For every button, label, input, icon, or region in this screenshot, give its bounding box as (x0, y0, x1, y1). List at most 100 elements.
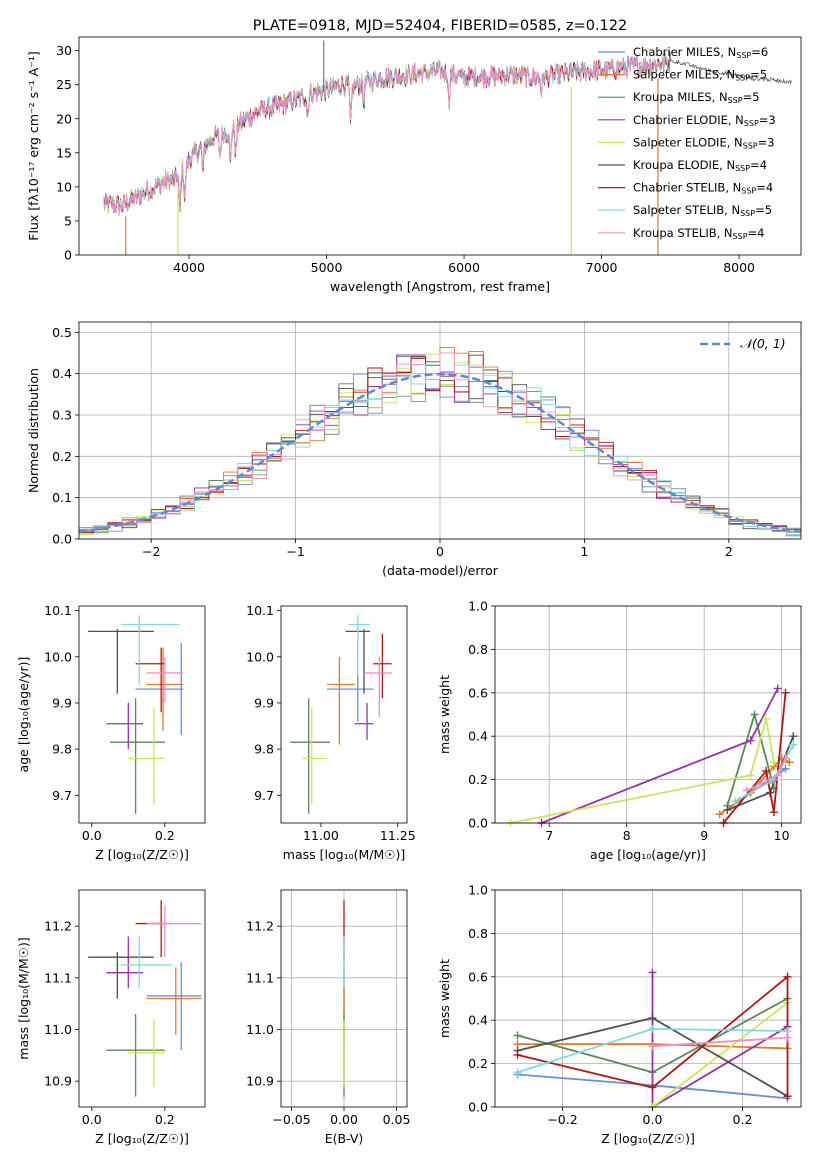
y-axis-label: Flux [fλ10⁻¹⁷ erg cm⁻² s⁻¹ A⁻¹] (26, 51, 41, 240)
error-bar-point (363, 656, 392, 717)
mass-weight-vs-metallicity-panel: −0.2 0.0 0.2 0.0 0.2 0.4 0.6 0.8 1.0 Z [log₁₀(Z/Z… (437, 883, 802, 1146)
x-tick-label: 0.2 (155, 828, 175, 843)
spectrum-panel: 4000 5000 6000 7000 8000 0 5 10 15 20 25 30 waveleng… (26, 18, 802, 294)
y-tick-label: 0.2 (468, 772, 488, 787)
y-tick-label: 0.0 (52, 532, 72, 547)
y-tick-label: 10.1 (246, 603, 274, 618)
weight-line (722, 692, 787, 824)
weight-series (731, 740, 798, 806)
error-bar-point (128, 707, 165, 805)
error-bar-point (106, 1014, 165, 1097)
y-tick-label: 0.6 (468, 969, 488, 984)
weight-line (652, 1036, 788, 1048)
y-tick-label: 0.1 (52, 490, 72, 505)
spectrum-line (103, 53, 668, 216)
x-tick-label: 0.0 (82, 1112, 102, 1127)
error-bar-point (88, 629, 154, 694)
y-axis-label: mass weight (437, 675, 452, 754)
weight-marker (513, 1050, 522, 1059)
y-tick-label: 9.8 (52, 742, 72, 757)
y-tick-label: 9.9 (254, 695, 274, 710)
weight-marker (750, 710, 759, 719)
weight-marker (731, 797, 740, 806)
error-bar-point (135, 647, 165, 713)
weight-marker (746, 771, 755, 780)
error-bar-point (327, 642, 374, 722)
age-vs-mass-panel: 11.00 11.25 9.7 9.8 9.9 10.0 10.1 mass [log₁₀(M… (246, 603, 416, 862)
weight-marker (769, 758, 778, 767)
y-tick-label: 0.2 (52, 449, 72, 464)
weight-marker (773, 684, 782, 693)
weight-marker (783, 1092, 792, 1101)
weight-marker (723, 805, 732, 814)
y-tick-label: 10.9 (44, 1074, 72, 1089)
x-tick-label: 0 (436, 544, 444, 559)
x-tick-label: −2 (142, 544, 160, 559)
spectrum-line (103, 51, 668, 214)
y-tick-label: 0 (64, 248, 72, 263)
axes-frame (494, 605, 802, 824)
x-tick-label: 0.00 (330, 1112, 358, 1127)
histogram-step (79, 352, 801, 532)
y-tick-label: 11.1 (44, 970, 72, 985)
weight-series (537, 684, 782, 827)
weight-marker (648, 1042, 657, 1051)
mass-weight-vs-age-panel: 7 8 9 10 0.0 0.2 0.4 0.6 0.8 1.0 age [log₁₀(age/yr… (437, 599, 802, 862)
y-tick-label: 0.4 (52, 366, 72, 381)
x-tick-label: −0.05 (272, 1112, 310, 1127)
error-bar-point (146, 967, 202, 1035)
weight-marker (648, 1083, 657, 1092)
weight-line (651, 1002, 789, 1108)
x-tick-label: 10 (774, 828, 790, 843)
x-tick-label: 2 (725, 544, 733, 559)
x-tick-label: −0.2 (547, 1112, 577, 1127)
mass-vs-ebv-panel: −0.05 0.00 0.05 10.9 11.0 11.1 11.2 E(B-V) (246, 889, 411, 1146)
y-tick-label: 30 (56, 43, 72, 58)
weight-marker (762, 766, 771, 775)
error-bar-point (88, 952, 154, 999)
x-tick-label: 9 (700, 828, 708, 843)
weight-marker (742, 786, 751, 795)
error-bar-point (348, 615, 371, 676)
x-tick-label: 1 (580, 544, 588, 559)
legend: Chabrier MILES, NSSP=6 Salpeter MILES, NS… (598, 45, 776, 241)
error-bar-point (302, 707, 328, 805)
error-bar-point (106, 702, 143, 750)
y-tick-label: 0.0 (468, 816, 488, 831)
weight-marker (715, 810, 724, 819)
chart-title: PLATE=0918, MJD=52404, FIBERID=0585, z=0… (253, 18, 627, 34)
weight-marker (513, 1031, 522, 1040)
legend-entry: Chabrier ELODIE, NSSP=3 (633, 113, 776, 128)
weight-marker (783, 1033, 792, 1042)
y-axis-label: Normed distribution (26, 368, 41, 493)
residuals-panel: −2 −1 0 1 2 0.0 0.1 0.2 0.3 0.4 0.5 (data-model)/er… (26, 321, 802, 578)
weight-series (648, 1033, 792, 1051)
weight-marker (781, 688, 790, 697)
y-tick-label: 9.8 (254, 742, 274, 757)
y-tick-label: 0.5 (52, 325, 72, 340)
weight-marker (789, 740, 798, 749)
age-vs-metallicity-panel: 0.0 0.2 9.7 9.8 9.9 10.0 10.1 Z [log₁₀(Z/Z☉)] ag… (16, 603, 206, 862)
error-bar-point (110, 698, 165, 814)
weight-marker (785, 758, 794, 767)
x-axis-label: age [log₁₀(age/yr)] (590, 847, 706, 862)
error-bar-point (135, 642, 184, 736)
weight-series (648, 968, 792, 1111)
x-axis-label: E(B-V) (325, 1131, 364, 1146)
y-tick-label: 0.4 (468, 729, 488, 744)
y-tick-label: 10.9 (246, 1074, 274, 1089)
y-tick-label: 0.6 (468, 685, 488, 700)
y-axis-label: age [log₁₀(age/yr)] (16, 657, 31, 773)
error-bar-point (373, 633, 392, 699)
weight-marker (513, 1068, 522, 1077)
y-tick-label: 11.0 (44, 1022, 72, 1037)
y-tick-label: 10.0 (44, 649, 72, 664)
y-tick-label: 15 (56, 145, 72, 160)
weight-marker (762, 714, 771, 723)
y-tick-label: 1.0 (468, 883, 488, 898)
x-tick-label: 0.05 (383, 1112, 411, 1127)
weight-marker (769, 808, 778, 817)
weight-line (510, 718, 775, 824)
y-tick-label: 0.8 (468, 926, 488, 941)
